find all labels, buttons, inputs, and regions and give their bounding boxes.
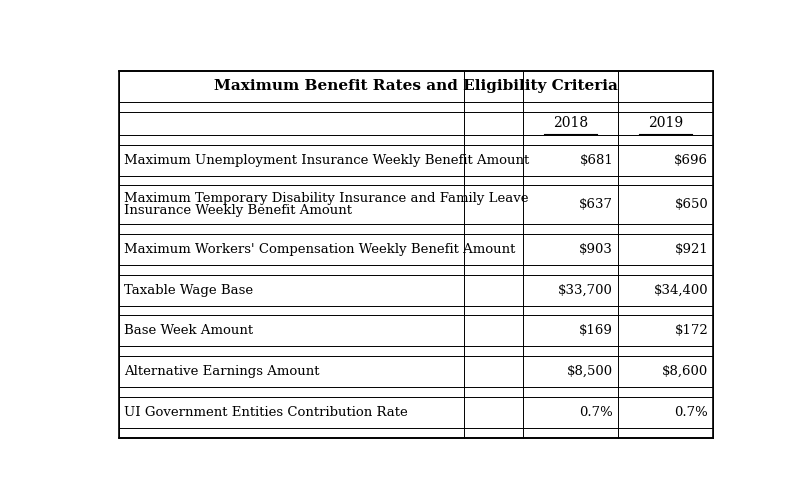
- Text: Maximum Benefit Rates and Eligibility Criteria: Maximum Benefit Rates and Eligibility Cr…: [214, 79, 618, 94]
- Text: UI Government Entities Contribution Rate: UI Government Entities Contribution Rate: [124, 406, 408, 419]
- Text: Taxable Wage Base: Taxable Wage Base: [124, 284, 253, 297]
- Text: 0.7%: 0.7%: [675, 406, 708, 419]
- Text: $172: $172: [675, 324, 708, 337]
- Text: $921: $921: [675, 243, 708, 256]
- Text: Maximum Workers' Compensation Weekly Benefit Amount: Maximum Workers' Compensation Weekly Ben…: [124, 243, 516, 256]
- Text: Maximum Temporary Disability Insurance and Family Leave: Maximum Temporary Disability Insurance a…: [124, 192, 529, 205]
- Text: $696: $696: [674, 154, 708, 167]
- Text: 0.7%: 0.7%: [580, 406, 613, 419]
- Text: $33,700: $33,700: [559, 284, 613, 297]
- Text: $681: $681: [580, 154, 613, 167]
- Text: $650: $650: [675, 198, 708, 211]
- Text: $903: $903: [580, 243, 613, 256]
- Text: $637: $637: [580, 198, 613, 211]
- Text: 2018: 2018: [553, 117, 588, 130]
- FancyBboxPatch shape: [119, 71, 713, 437]
- Text: Base Week Amount: Base Week Amount: [124, 324, 253, 337]
- Text: Insurance Weekly Benefit Amount: Insurance Weekly Benefit Amount: [124, 204, 352, 217]
- Text: 2019: 2019: [648, 117, 683, 130]
- Text: $34,400: $34,400: [654, 284, 708, 297]
- Text: $8,500: $8,500: [567, 365, 613, 378]
- Text: $8,600: $8,600: [662, 365, 708, 378]
- Text: Maximum Unemployment Insurance Weekly Benefit Amount: Maximum Unemployment Insurance Weekly Be…: [124, 154, 530, 167]
- Text: $169: $169: [580, 324, 613, 337]
- Text: Alternative Earnings Amount: Alternative Earnings Amount: [124, 365, 320, 378]
